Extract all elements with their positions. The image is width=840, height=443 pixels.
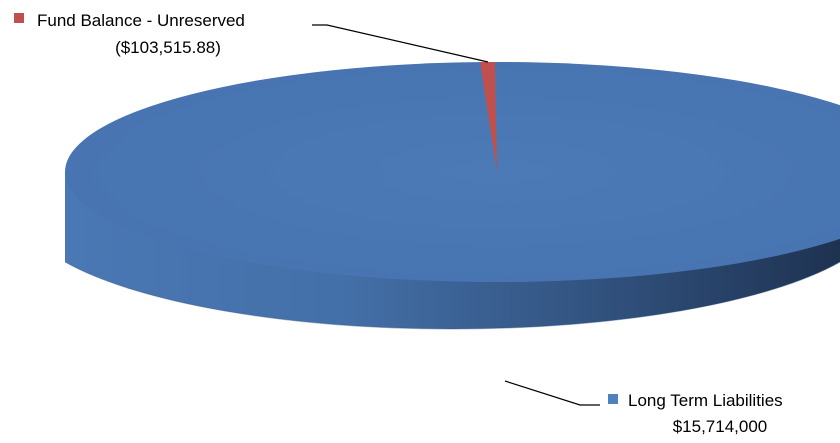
slice-label-fund-balance: Fund Balance - Unreserved (37, 11, 245, 30)
pie-side-bottom (64, 261, 840, 330)
legend-swatch-long-term-liabilities (608, 394, 618, 404)
slice-fund-balance-unreserved (480, 62, 497, 172)
slice-value-fund-balance: ($103,515.88) (115, 38, 221, 57)
slice-label-long-term-liabilities: Long Term Liabilities (628, 391, 783, 410)
slice-long-term-liabilities (65, 62, 840, 282)
slice-value-long-term-liabilities: $15,714,000 (673, 417, 768, 436)
leader-line-long-term-liabilities (504, 380, 600, 406)
legend-swatch-fund-balance (14, 13, 24, 23)
leader-line-fund-balance (312, 24, 489, 63)
